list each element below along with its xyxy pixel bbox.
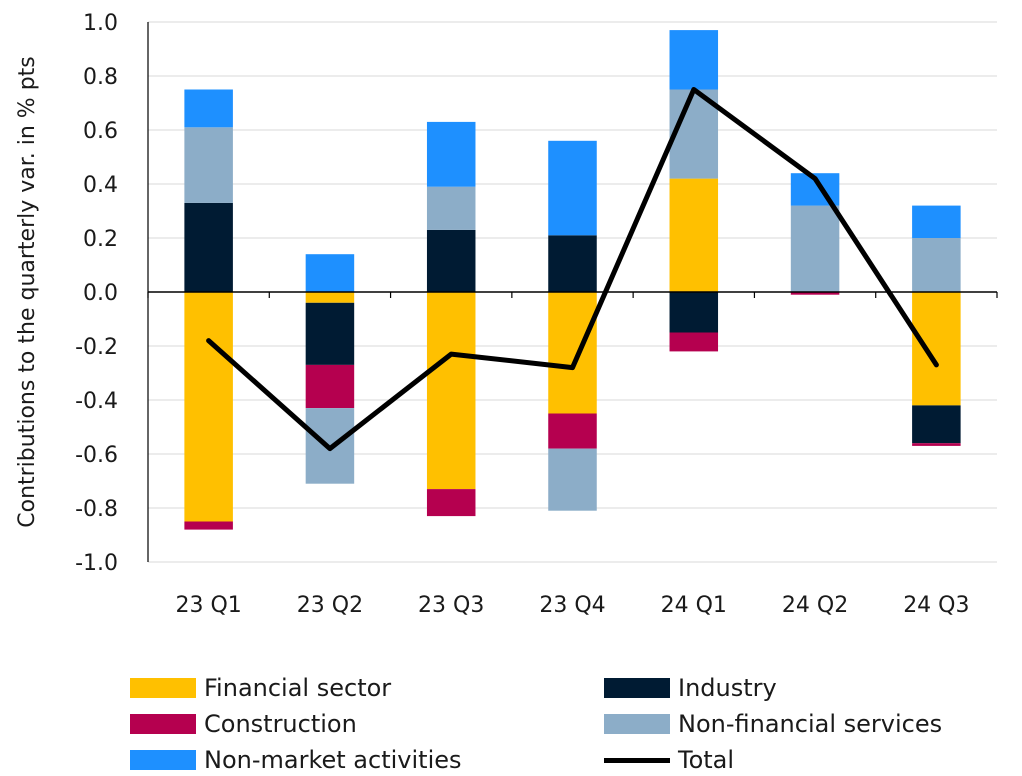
- x-tick-label: 24 Q2: [782, 593, 848, 618]
- bar-non-market-activities-23-q2: [305, 254, 355, 292]
- legend-swatch-non-market-activities: [130, 750, 196, 770]
- legend-item-total: Total: [604, 744, 734, 776]
- bar-industry-24-q1: [669, 292, 719, 333]
- bar-non-financial-services-23-q4: [548, 448, 597, 511]
- legend-label: Construction: [204, 710, 357, 738]
- bar-industry-23-q3: [426, 229, 476, 292]
- y-tick-label: 0.2: [83, 227, 118, 252]
- bar-financial-sector-24-q1: [669, 178, 719, 292]
- bar-non-financial-services-24-q3: [912, 238, 961, 292]
- x-tick-label: 23 Q1: [175, 593, 241, 618]
- bar-non-market-activities-23-q1: [184, 89, 233, 128]
- x-tick-labels: 23 Q1 23 Q2 23 Q3 23 Q4 24 Q1 24 Q2 24 Q3: [147, 292, 998, 618]
- legend-label: Non-financial services: [678, 710, 943, 738]
- legend-item-non-financial-services: Non-financial services: [604, 708, 942, 740]
- bar-industry-23-q1: [184, 202, 233, 292]
- legend-line-total: [604, 757, 670, 763]
- y-tick-label: -0.6: [75, 443, 118, 468]
- legend-item-industry: Industry: [604, 672, 777, 704]
- y-tick-label: 0.0: [83, 281, 118, 306]
- bar-construction-23-q4: [548, 413, 597, 449]
- total-line: [206, 87, 939, 452]
- bar-industry-23-q4: [548, 235, 597, 292]
- bar-non-financial-services-23-q3: [426, 186, 476, 230]
- bar-construction-24-q1: [669, 332, 719, 352]
- y-tick-label: 0.8: [83, 65, 118, 90]
- y-tick-label: 0.6: [83, 119, 118, 144]
- bar-financial-sector-23-q4: [548, 292, 597, 414]
- bar-non-financial-services-23-q1: [184, 127, 233, 203]
- bar-financial-sector-23-q3: [426, 292, 476, 490]
- legend-label: Industry: [678, 674, 777, 702]
- bar-construction-23-q1: [184, 521, 233, 530]
- bar-non-market-activities-23-q4: [548, 140, 597, 236]
- x-tick-label: 24 Q1: [661, 593, 727, 618]
- bar-financial-sector-24-q3: [912, 292, 961, 406]
- legend-item-construction: Construction: [130, 708, 357, 740]
- legend-swatch-industry: [604, 678, 670, 698]
- bar-financial-sector-23-q1: [184, 292, 233, 522]
- bar-construction-23-q2: [305, 364, 355, 409]
- bar-non-market-activities-23-q3: [426, 121, 476, 187]
- x-tick-label: 23 Q2: [297, 593, 363, 618]
- legend-item-non-market-activities: Non-market activities: [130, 744, 462, 776]
- y-tick-labels: 1.0 0.8 0.6 0.4 0.2 0.0 -0.2 -0.4 -0.6 -0.8 -1.0: [75, 11, 118, 576]
- legend-label: Non-market activities: [204, 746, 462, 774]
- bar-construction-24-q3: [912, 443, 961, 446]
- x-tick-label: 23 Q3: [418, 593, 484, 618]
- legend-item-financial-sector: Financial sector: [130, 672, 391, 704]
- y-tick-label: -0.8: [75, 497, 118, 522]
- y-axis-title: Contributions to the quarterly var. in %…: [15, 56, 40, 528]
- bars: [184, 30, 961, 530]
- legend-label: Financial sector: [204, 674, 392, 702]
- y-tick-label: -0.2: [75, 335, 118, 360]
- bar-industry-23-q2: [305, 302, 355, 365]
- legend-label: Total: [678, 746, 735, 774]
- legend: Financial sector Industry Construction N…: [130, 672, 1010, 776]
- y-tick-label: 0.4: [83, 173, 118, 198]
- stacked-bar-chart: 1.0 0.8 0.6 0.4 0.2 0.0 -0.2 -0.4 -0.6 -0.8 -1.0 2…: [15, 11, 998, 618]
- legend-swatch-construction: [130, 714, 196, 734]
- bar-non-financial-services-24-q2: [790, 205, 840, 292]
- bar-construction-24-q2: [790, 292, 840, 295]
- bar-industry-24-q3: [912, 405, 961, 444]
- x-tick-label: 24 Q3: [903, 593, 969, 618]
- y-tick-label: -1.0: [75, 551, 118, 576]
- x-tick-label: 23 Q4: [539, 593, 605, 618]
- bar-financial-sector-23-q2: [305, 292, 355, 303]
- legend-swatch-non-financial-services: [604, 714, 670, 734]
- y-tick-label: 1.0: [83, 11, 118, 36]
- legend-swatch-financial-sector: [130, 678, 196, 698]
- y-tick-label: -0.4: [75, 389, 118, 414]
- bar-construction-23-q3: [426, 489, 476, 517]
- bar-non-market-activities-24-q3: [912, 205, 961, 238]
- bar-non-market-activities-24-q1: [669, 30, 719, 90]
